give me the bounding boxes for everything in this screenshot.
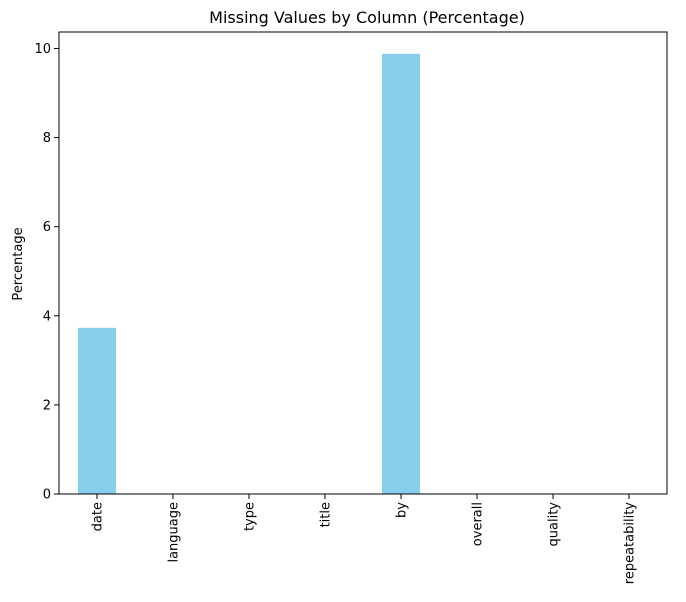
x-tick-label-by: by xyxy=(395,502,410,518)
x-tick-label-overall: overall xyxy=(471,502,486,546)
y-tick-label-0: 0 xyxy=(43,488,51,503)
x-tick-label-repeatability: repeatability xyxy=(623,502,638,585)
x-axis: date language type title by overall quality rep… xyxy=(91,494,638,584)
bar-by xyxy=(382,53,420,494)
x-tick-label-quality: quality xyxy=(547,502,562,547)
bar-date xyxy=(78,327,116,494)
y-axis-label: Percentage xyxy=(11,227,26,300)
y-tick-label-2: 2 xyxy=(43,398,51,413)
y-tick-label-8: 8 xyxy=(43,131,51,146)
y-tick-label-10: 10 xyxy=(34,42,51,57)
plot-frame xyxy=(58,31,668,495)
x-tick-label-date: date xyxy=(91,502,106,531)
y-tick-label-6: 6 xyxy=(43,220,51,235)
chart-title: Missing Values by Column (Percentage) xyxy=(209,8,525,27)
y-tick-label-4: 4 xyxy=(43,309,51,324)
bars-group xyxy=(78,53,420,494)
x-tick-label-type: type xyxy=(243,502,258,531)
x-tick-label-title: title xyxy=(319,502,334,527)
y-axis: 0 2 4 6 8 10 xyxy=(34,42,59,503)
x-tick-label-language: language xyxy=(167,502,182,563)
